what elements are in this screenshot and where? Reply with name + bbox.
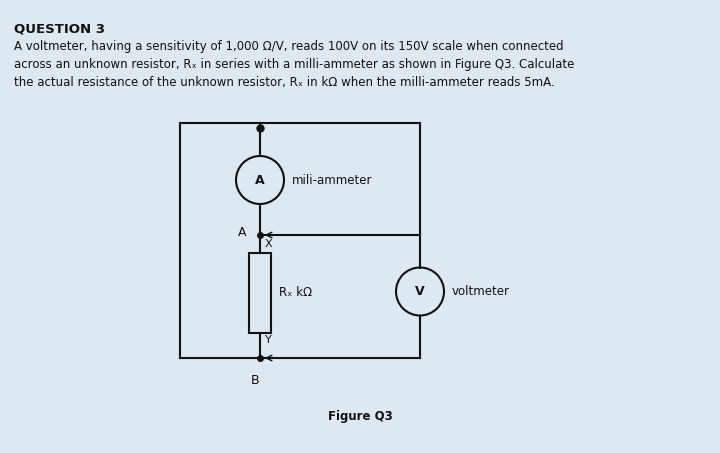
Text: QUESTION 3: QUESTION 3 [14,23,105,36]
Text: A: A [255,173,265,187]
Text: the actual resistance of the unknown resistor, Rₓ in kΩ when the milli-ammeter r: the actual resistance of the unknown res… [14,76,554,89]
Text: Rₓ kΩ: Rₓ kΩ [279,286,312,299]
Text: mili-ammeter: mili-ammeter [292,173,372,187]
Text: across an unknown resistor, Rₓ in series with a milli-ammeter as shown in Figure: across an unknown resistor, Rₓ in series… [14,58,575,71]
Bar [249,253,271,333]
Text: B: B [251,374,259,387]
Text: A voltmeter, having a sensitivity of 1,000 Ω/V, reads 100V on its 150V scale whe: A voltmeter, having a sensitivity of 1,0… [14,40,564,53]
Text: Y: Y [265,335,271,345]
Text: Figure Q3: Figure Q3 [328,410,392,423]
Text: voltmeter: voltmeter [452,285,510,298]
Text: A: A [238,226,246,240]
Text: X: X [265,239,273,249]
Text: V: V [415,285,425,298]
